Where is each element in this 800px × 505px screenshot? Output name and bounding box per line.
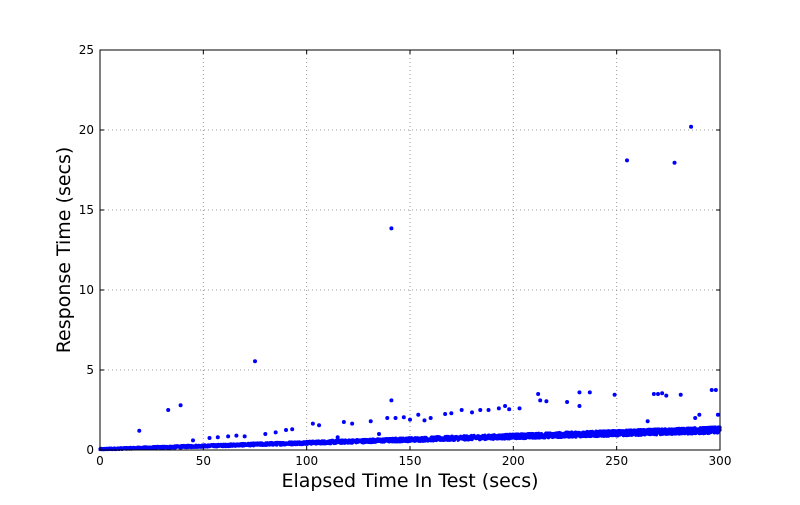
data-point	[645, 419, 650, 424]
y-tick-label: 20	[79, 123, 94, 137]
data-point	[310, 421, 315, 426]
data-point	[416, 412, 421, 417]
y-axis-title: Response Time (secs)	[53, 147, 75, 354]
x-tick-label: 300	[709, 454, 732, 468]
data-point	[178, 403, 183, 408]
data-point	[428, 416, 433, 420]
data-point	[503, 404, 508, 408]
data-point	[470, 410, 474, 415]
data-point	[263, 432, 268, 436]
tick-labels-layer: 0 50 100 150 200 250 300 0 5 10 15 20 25	[79, 43, 732, 468]
x-tick-label: 250	[605, 454, 628, 468]
data-point	[587, 390, 592, 395]
data-point	[226, 434, 231, 439]
data-point	[408, 417, 412, 422]
data-point	[207, 436, 212, 440]
data-point	[215, 435, 220, 440]
data-point	[664, 393, 669, 398]
data-point	[166, 408, 171, 412]
data-point	[689, 124, 694, 129]
data-point	[612, 392, 617, 397]
y-tick-label: 5	[86, 363, 94, 377]
data-point	[478, 408, 483, 412]
data-point	[577, 390, 582, 395]
x-tick-label: 50	[196, 454, 211, 468]
data-point	[137, 428, 142, 433]
x-tick-label: 100	[295, 454, 318, 468]
data-point	[422, 418, 427, 423]
data-point	[651, 392, 656, 396]
data-point	[393, 416, 398, 420]
data-point	[191, 438, 195, 443]
data-point	[368, 419, 373, 424]
data-point	[290, 427, 295, 432]
data-point	[538, 398, 543, 403]
data-point	[234, 433, 239, 438]
y-tick-label: 10	[79, 283, 94, 297]
data-point	[389, 398, 394, 403]
data-point	[517, 406, 522, 411]
data-point	[389, 226, 394, 231]
data-point	[377, 432, 381, 436]
x-tick-label: 200	[502, 454, 525, 468]
data-point	[242, 434, 247, 439]
y-tick-label: 0	[86, 443, 94, 457]
data-point	[709, 388, 714, 392]
data-point	[350, 421, 355, 426]
data-point	[486, 408, 491, 412]
data-point	[565, 400, 570, 404]
data-point	[401, 415, 406, 420]
data-point	[496, 406, 501, 411]
data-point	[660, 391, 665, 396]
data-point	[697, 412, 702, 417]
y-tick-label: 25	[79, 43, 94, 57]
x-tick-label: 150	[399, 454, 422, 468]
data-point	[672, 160, 677, 165]
grid-layer	[100, 50, 720, 450]
data-point	[693, 416, 698, 420]
data-point	[449, 411, 454, 416]
x-tick-label: 0	[96, 454, 104, 468]
data-point	[341, 420, 346, 424]
data-point	[443, 412, 448, 416]
data-point	[715, 412, 720, 417]
data-point	[335, 435, 340, 440]
data-point	[577, 404, 582, 408]
data-point	[253, 359, 257, 364]
data-point	[625, 158, 629, 163]
x-axis-title: Elapsed Time In Test (secs)	[281, 470, 538, 492]
data-point	[544, 399, 549, 404]
data-point	[656, 392, 660, 396]
data-point	[713, 388, 718, 392]
y-tick-label: 15	[79, 203, 94, 217]
data-point	[536, 392, 541, 396]
points-layer	[98, 124, 722, 452]
data-point	[385, 416, 390, 420]
data-point	[507, 407, 512, 412]
data-point	[284, 428, 288, 432]
data-point	[273, 430, 278, 435]
data-point	[317, 423, 322, 428]
data-point	[678, 392, 683, 397]
ticks-layer	[99, 49, 721, 451]
data-point	[459, 408, 464, 412]
